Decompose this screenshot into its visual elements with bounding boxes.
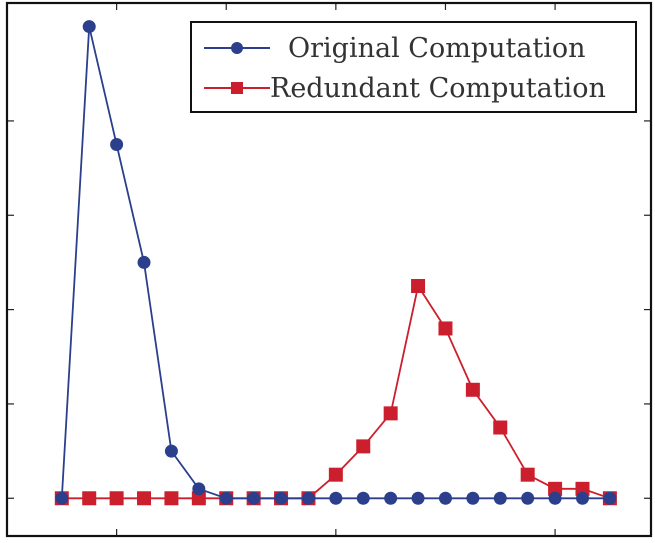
point-redundant-2 (109, 491, 124, 506)
point-original-12 (384, 491, 398, 505)
series-redundant (54, 279, 617, 506)
axis-ticks (7, 3, 651, 536)
point-original-9 (301, 491, 315, 505)
legend-marker-original (231, 42, 243, 54)
point-original-5 (192, 482, 206, 496)
point-original-19 (575, 491, 589, 505)
point-original-3 (137, 255, 151, 269)
point-original-11 (356, 491, 370, 505)
plot-frame (5, 1, 653, 538)
point-redundant-13 (411, 279, 426, 294)
point-original-0 (55, 491, 69, 505)
point-original-6 (219, 491, 233, 505)
point-original-18 (548, 491, 562, 505)
legend-label-redundant: Redundant Computation (270, 73, 606, 104)
legend: Original Computation Redundant Computati… (190, 21, 637, 113)
point-original-2 (110, 138, 124, 152)
point-redundant-10 (328, 467, 343, 482)
point-redundant-12 (383, 406, 398, 421)
point-original-1 (82, 20, 96, 34)
point-original-7 (247, 491, 261, 505)
legend-box (190, 21, 637, 113)
series-layer (54, 20, 617, 506)
point-original-13 (411, 491, 425, 505)
point-redundant-17 (520, 467, 535, 482)
point-redundant-1 (82, 491, 97, 506)
point-original-8 (274, 491, 288, 505)
point-redundant-5 (191, 491, 206, 506)
point-redundant-18 (548, 481, 563, 496)
point-redundant-16 (493, 420, 508, 435)
point-original-16 (493, 491, 507, 505)
point-redundant-3 (137, 491, 152, 506)
series-line-redundant (61, 283, 611, 500)
point-redundant-4 (164, 491, 179, 506)
point-redundant-15 (465, 382, 480, 397)
point-redundant-14 (438, 321, 453, 336)
point-original-15 (466, 491, 480, 505)
point-original-10 (329, 491, 343, 505)
legend-marker-redundant (231, 82, 243, 94)
point-original-14 (438, 491, 452, 505)
point-original-4 (164, 444, 178, 458)
point-original-17 (521, 491, 535, 505)
point-redundant-19 (575, 481, 590, 496)
series-original (55, 20, 617, 505)
point-redundant-11 (356, 439, 371, 454)
point-original-20 (603, 491, 617, 505)
legend-label-original: Original Computation (288, 33, 586, 64)
